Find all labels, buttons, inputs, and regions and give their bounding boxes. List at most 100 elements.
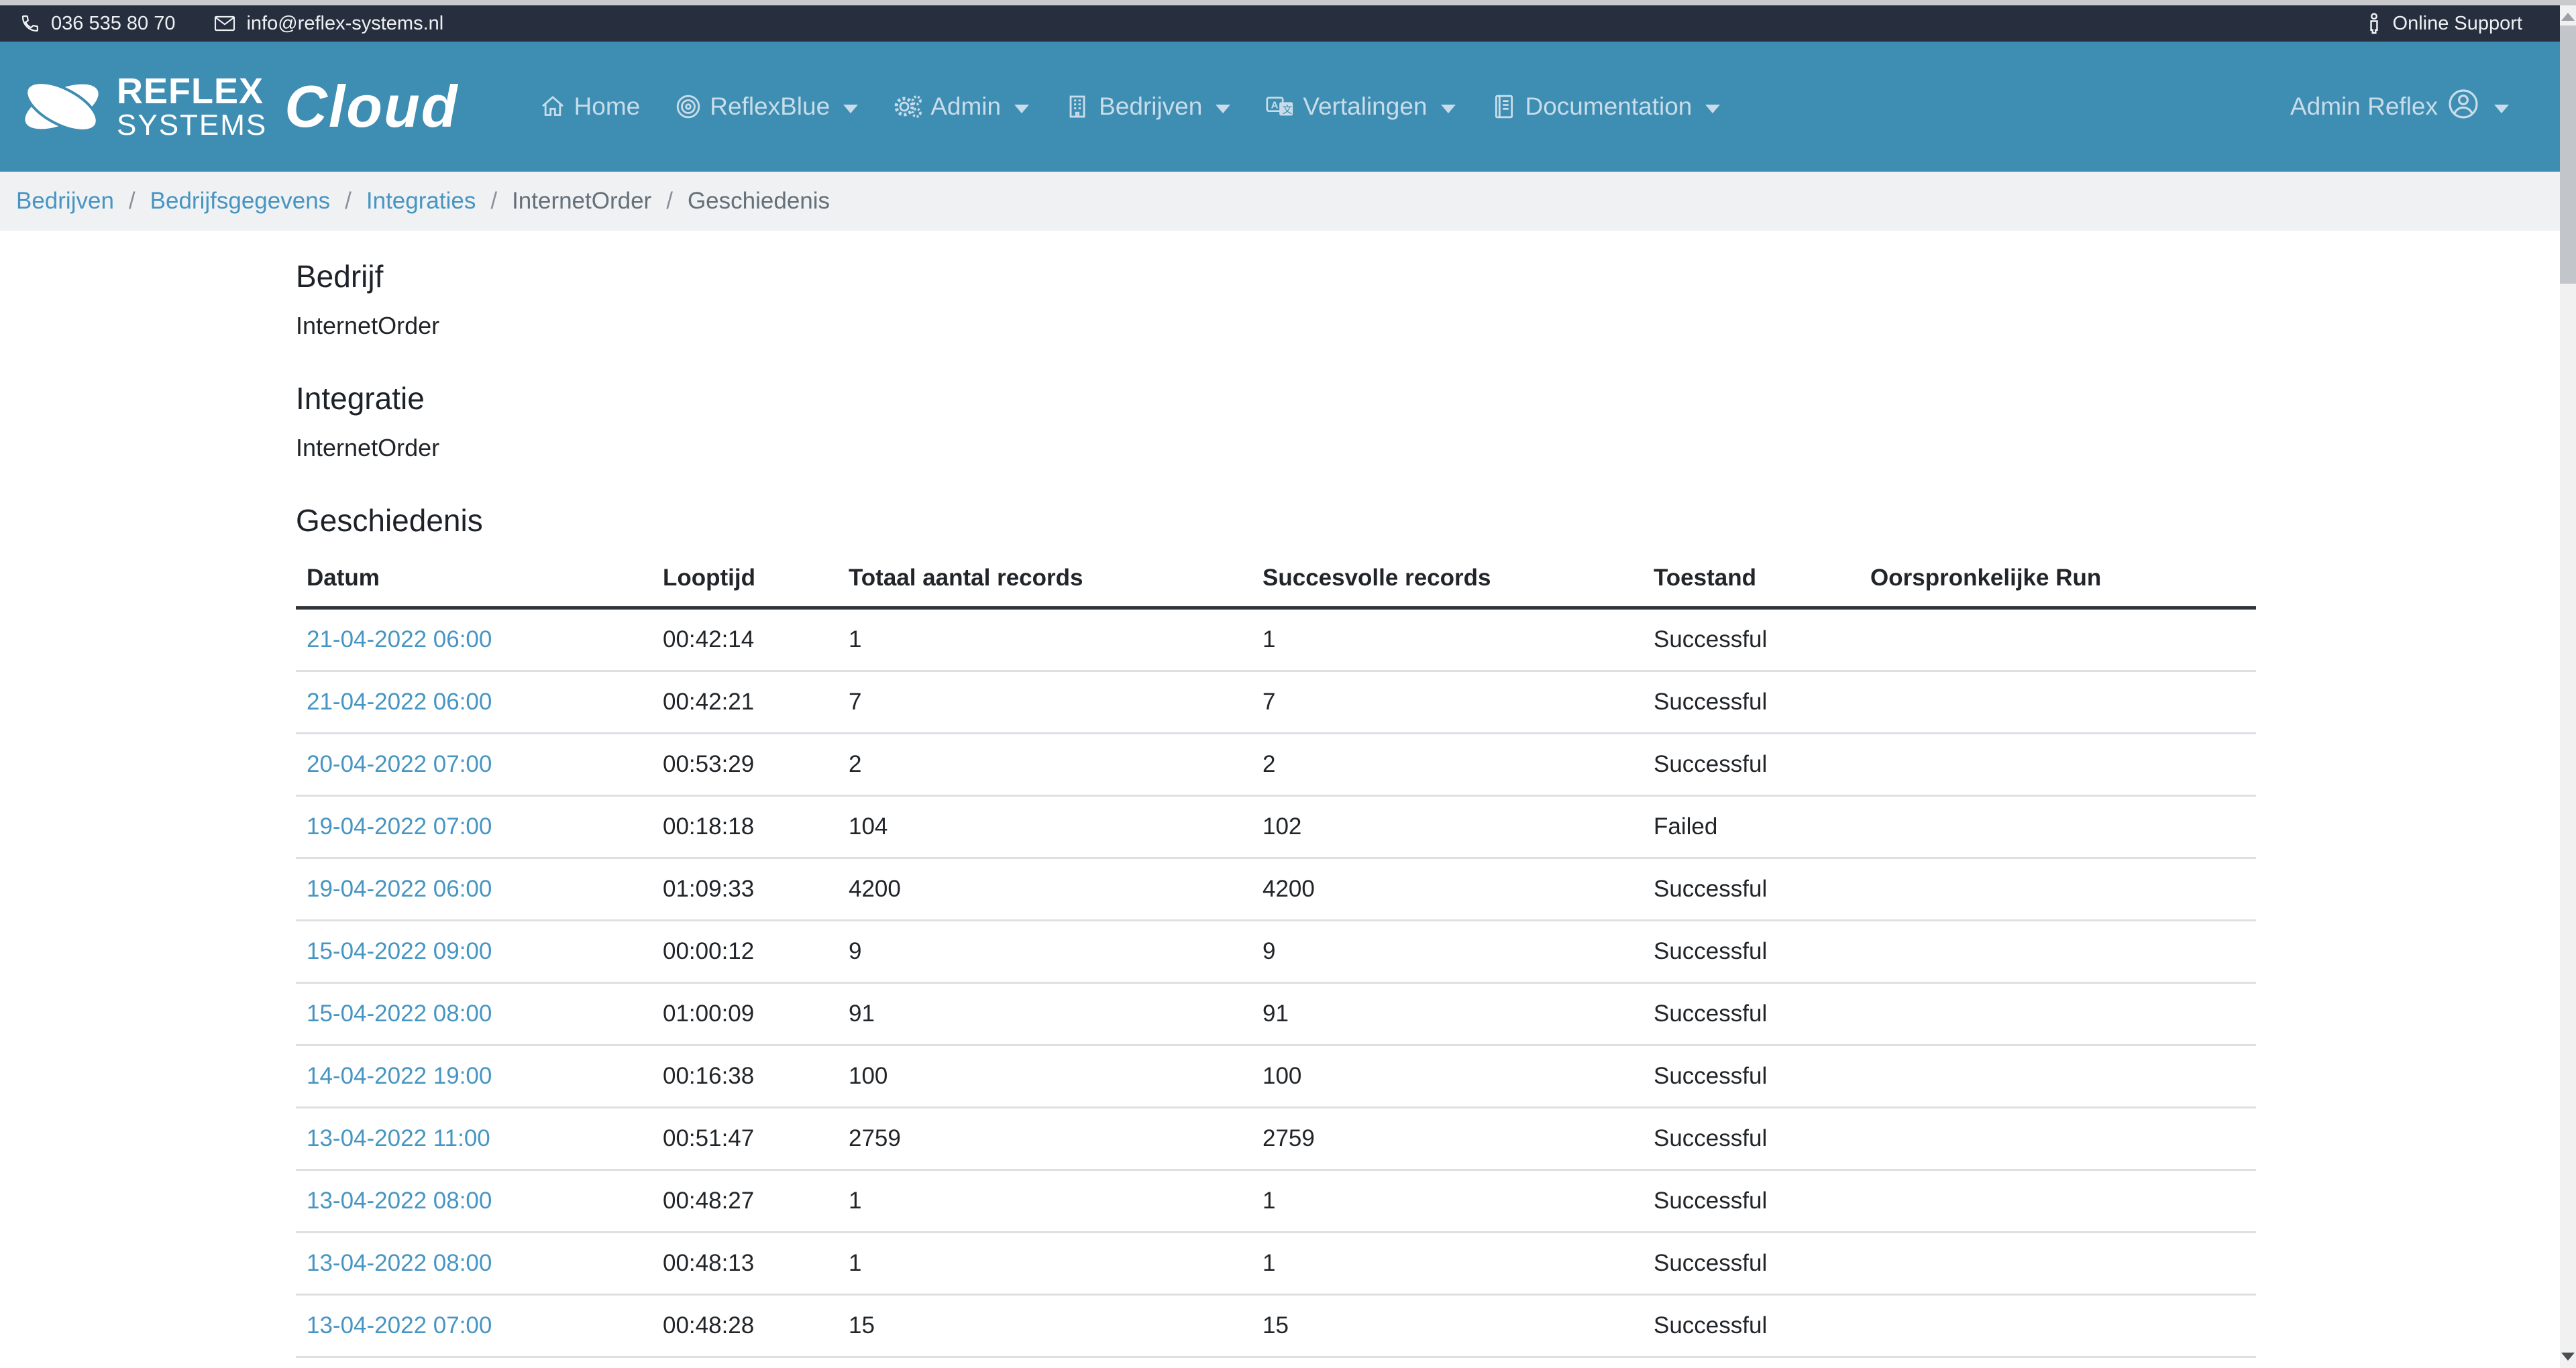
run-date-link[interactable]: 19-04-2022 06:00: [307, 876, 492, 902]
oorspronkelijke-run-cell: [1860, 1294, 2256, 1358]
brand-logo[interactable]: REFLEX SYSTEMS Cloud: [17, 69, 459, 144]
history-table: Datum Looptijd Totaal aantal records Suc…: [296, 557, 2256, 1358]
scroll-down-button[interactable]: [2560, 1345, 2576, 1368]
email-contact[interactable]: info@reflex-systems.nl: [214, 13, 443, 35]
main-content: Bedrijf InternetOrder Integratie Interne…: [296, 231, 2256, 1358]
table-row: 19-04-2022 07:00 00:18:18 104 102 Failed: [296, 795, 2256, 859]
run-date-link[interactable]: 21-04-2022 06:00: [307, 626, 492, 652]
toestand-cell: Successful: [1643, 608, 1860, 672]
table-row: 13-04-2022 11:00 00:51:47 2759 2759 Successf…: [296, 1107, 2256, 1171]
totaal-records-cell: 7: [838, 671, 1252, 734]
succesvolle-records-cell: 15: [1252, 1294, 1643, 1358]
online-support-link[interactable]: Online Support: [2366, 13, 2522, 35]
home-icon: [539, 93, 566, 120]
scroll-up-button[interactable]: [2560, 5, 2576, 28]
datum-cell: 21-04-2022 06:00: [296, 608, 652, 672]
column-header-looptijd: Looptijd: [652, 557, 838, 610]
toestand-cell: Successful: [1643, 1170, 1860, 1233]
breadcrumb-separator: /: [128, 188, 136, 214]
bedrijf-heading: Bedrijf: [296, 259, 384, 294]
nav-item-documentation[interactable]: Documentation: [1491, 93, 1721, 121]
svg-text:文: 文: [1283, 103, 1293, 115]
totaal-records-cell: 15: [838, 1294, 1252, 1358]
nav-item-bedrijven[interactable]: Bedrijven: [1064, 93, 1231, 121]
table-row: 13-04-2022 07:00 00:48:28 15 15 Successful: [296, 1294, 2256, 1358]
succesvolle-records-cell: 91: [1252, 982, 1643, 1046]
breadcrumb: Bedrijven / Bedrijfsgegevens / Integrati…: [0, 172, 2576, 231]
breadcrumb-item-internetorder: InternetOrder: [512, 188, 652, 214]
topbar: 036 535 80 70 info@reflex-systems.nl Onl…: [0, 5, 2576, 42]
looptijd-cell: 00:00:12: [652, 920, 838, 984]
succesvolle-records-cell: 1: [1252, 1232, 1643, 1296]
totaal-records-cell: 1: [838, 608, 1252, 672]
integratie-heading: Integratie: [296, 381, 425, 416]
succesvolle-records-cell: 7: [1252, 671, 1643, 734]
looptijd-cell: 00:53:29: [652, 733, 838, 797]
oorspronkelijke-run-cell: [1860, 982, 2256, 1046]
looptijd-cell: 00:42:21: [652, 671, 838, 734]
gears-icon: [893, 93, 922, 120]
nav-item-home[interactable]: Home: [539, 93, 640, 121]
run-date-link[interactable]: 13-04-2022 08:00: [307, 1250, 492, 1276]
run-date-link[interactable]: 13-04-2022 11:00: [307, 1125, 490, 1151]
nav-item-reflexblue[interactable]: ReflexBlue: [675, 93, 859, 121]
succesvolle-records-cell: 2759: [1252, 1107, 1643, 1171]
vertical-scrollbar[interactable]: [2560, 5, 2576, 1368]
toestand-cell: Successful: [1643, 733, 1860, 797]
toestand-cell: Successful: [1643, 1294, 1860, 1358]
column-header-toestand: Toestand: [1643, 557, 1860, 610]
nav-item-admin[interactable]: Admin: [893, 93, 1030, 121]
svg-text:A: A: [1271, 100, 1279, 111]
toestand-cell: Failed: [1643, 795, 1860, 859]
datum-cell: 14-04-2022 19:00: [296, 1045, 652, 1108]
datum-cell: 15-04-2022 08:00: [296, 982, 652, 1046]
run-date-link[interactable]: 15-04-2022 09:00: [307, 938, 492, 964]
table-row: 15-04-2022 08:00 01:00:09 91 91 Successful: [296, 982, 2256, 1046]
phone-contact[interactable]: 036 535 80 70: [20, 13, 175, 35]
online-support-label: Online Support: [2392, 12, 2522, 34]
succesvolle-records-cell: 4200: [1252, 858, 1643, 921]
looptijd-cell: 00:18:18: [652, 795, 838, 859]
datum-cell: 19-04-2022 06:00: [296, 858, 652, 921]
user-menu[interactable]: Admin Reflex: [2290, 88, 2509, 126]
datum-cell: 19-04-2022 07:00: [296, 795, 652, 859]
person-circle-icon: [2447, 88, 2479, 126]
oorspronkelijke-run-cell: [1860, 920, 2256, 984]
geschiedenis-heading: Geschiedenis: [296, 503, 483, 538]
nav-item-vertalingen[interactable]: A 文 Vertalingen: [1265, 93, 1456, 121]
run-date-link[interactable]: 19-04-2022 07:00: [307, 813, 492, 840]
column-header-datum: Datum: [296, 557, 652, 610]
looptijd-cell: 01:00:09: [652, 982, 838, 1046]
table-row: 13-04-2022 08:00 00:48:27 1 1 Successful: [296, 1170, 2256, 1233]
toestand-cell: Successful: [1643, 982, 1860, 1046]
scrollbar-thumb[interactable]: [2560, 25, 2576, 284]
totaal-records-cell: 100: [838, 1045, 1252, 1108]
oorspronkelijke-run-cell: [1860, 1170, 2256, 1233]
run-date-link[interactable]: 20-04-2022 07:00: [307, 751, 492, 777]
totaal-records-cell: 2: [838, 733, 1252, 797]
totaal-records-cell: 1: [838, 1170, 1252, 1233]
table-row: 20-04-2022 07:00 00:53:29 2 2 Successful: [296, 733, 2256, 797]
datum-cell: 15-04-2022 09:00: [296, 920, 652, 984]
oorspronkelijke-run-cell: [1860, 733, 2256, 797]
chevron-down-icon: [2494, 104, 2509, 113]
run-date-link[interactable]: 13-04-2022 07:00: [307, 1312, 492, 1338]
arrow-up-icon: [2561, 13, 2575, 21]
support-person-icon: [2366, 13, 2382, 34]
breadcrumb-item-bedrijven[interactable]: Bedrijven: [16, 188, 114, 214]
table-header-row: Datum Looptijd Totaal aantal records Suc…: [296, 557, 2256, 610]
column-header-succesvol: Succesvolle records: [1252, 557, 1643, 610]
run-date-link[interactable]: 13-04-2022 08:00: [307, 1188, 492, 1214]
email-address: info@reflex-systems.nl: [246, 12, 444, 34]
breadcrumb-item-bedrijfsgegevens[interactable]: Bedrijfsgegevens: [150, 188, 331, 214]
looptijd-cell: 00:16:38: [652, 1045, 838, 1108]
breadcrumb-item-integraties[interactable]: Integraties: [366, 188, 476, 214]
datum-cell: 21-04-2022 06:00: [296, 671, 652, 734]
run-date-link[interactable]: 14-04-2022 19:00: [307, 1063, 492, 1089]
toestand-cell: Successful: [1643, 1232, 1860, 1296]
toestand-cell: Successful: [1643, 1107, 1860, 1171]
run-date-link[interactable]: 15-04-2022 08:00: [307, 1001, 492, 1027]
looptijd-cell: 00:48:13: [652, 1232, 838, 1296]
toestand-cell: Successful: [1643, 671, 1860, 734]
run-date-link[interactable]: 21-04-2022 06:00: [307, 689, 492, 715]
